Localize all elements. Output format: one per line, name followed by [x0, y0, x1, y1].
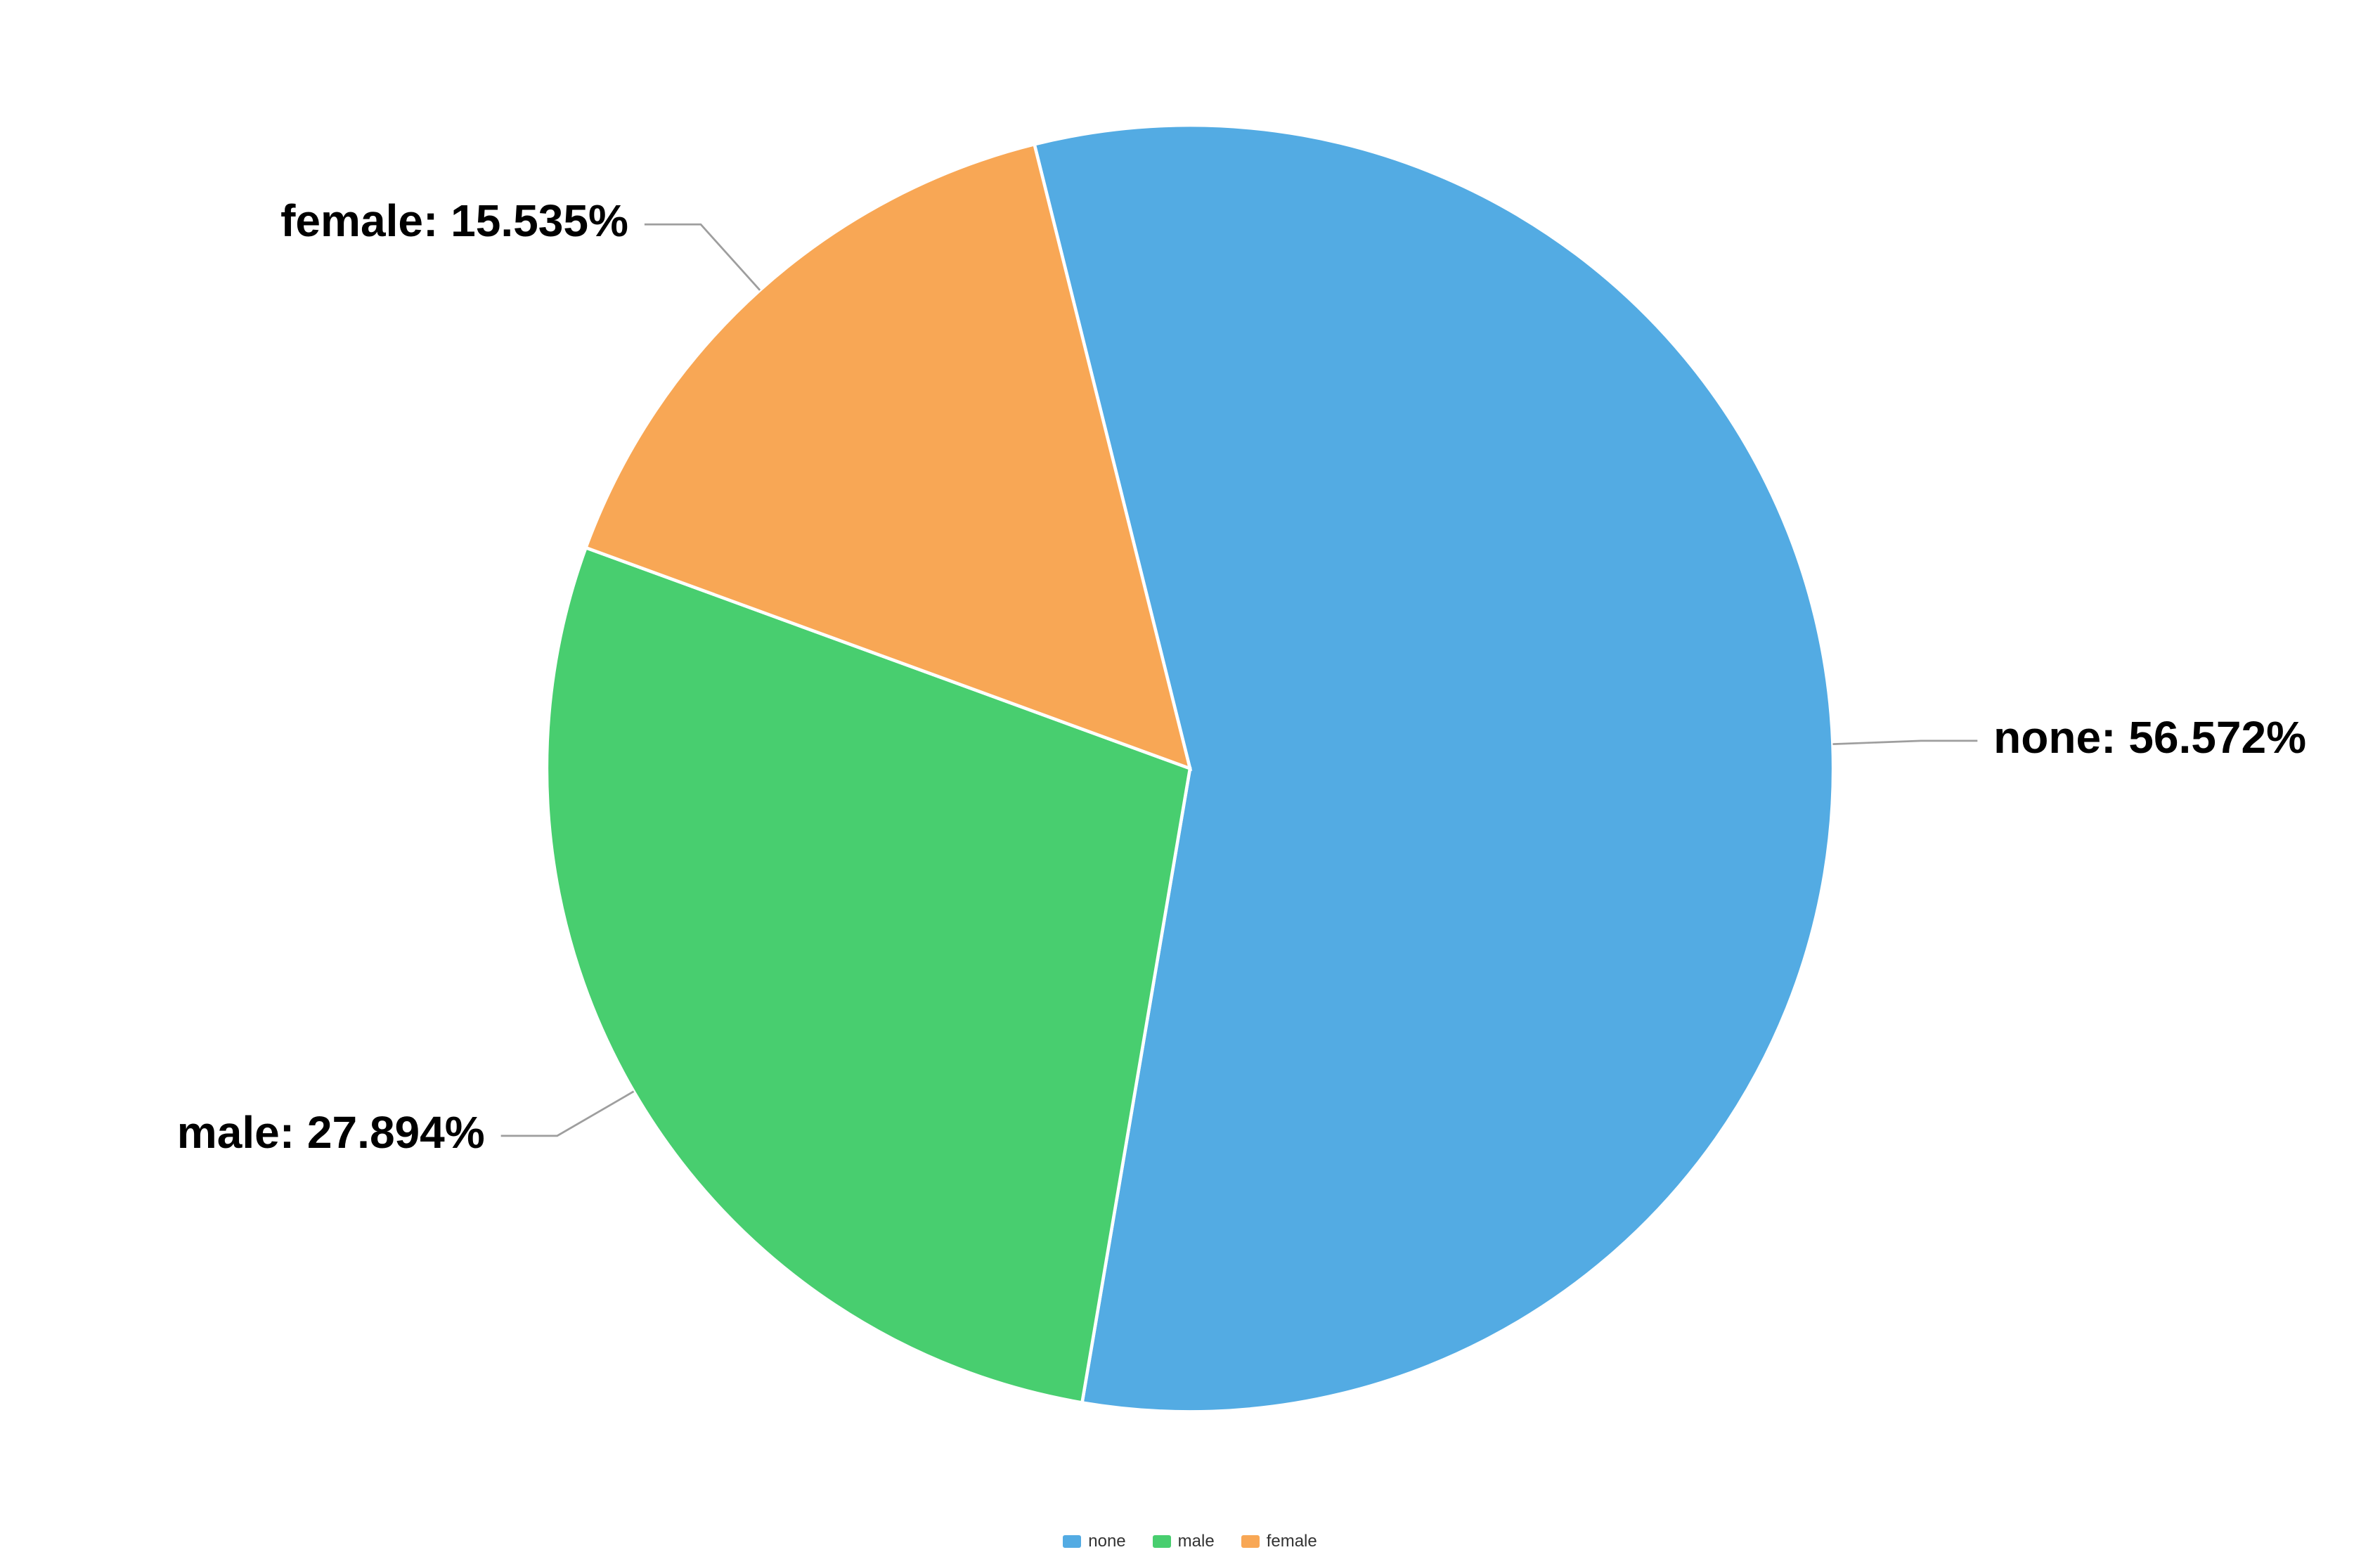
- pie-chart: none: 56.572% male: 27.894% female: 15.535…: [0, 13, 2380, 1525]
- legend-swatch-female: [1241, 1535, 1260, 1548]
- pie-label-female: female: 15.535%: [280, 195, 628, 246]
- legend-item-none[interactable]: none: [1063, 1532, 1125, 1551]
- pie-leader-female: [645, 224, 760, 290]
- legend-item-female[interactable]: female: [1241, 1532, 1317, 1551]
- legend-swatch-male: [1153, 1535, 1171, 1548]
- pie-leader-male: [501, 1092, 634, 1136]
- pie-chart-container: none: 56.572% male: 27.894% female: 15.535…: [0, 0, 2380, 1564]
- legend-swatch-none: [1063, 1535, 1081, 1548]
- pie-label-male: male: 27.894%: [177, 1107, 485, 1158]
- legend-label: female: [1267, 1532, 1317, 1551]
- legend-label: none: [1088, 1532, 1125, 1551]
- pie-label-none: none: 56.572%: [1993, 712, 2306, 763]
- legend-label: male: [1178, 1532, 1215, 1551]
- legend-item-male[interactable]: male: [1153, 1532, 1215, 1551]
- legend: none male female: [1063, 1532, 1317, 1551]
- pie-leader-none: [1832, 741, 1977, 744]
